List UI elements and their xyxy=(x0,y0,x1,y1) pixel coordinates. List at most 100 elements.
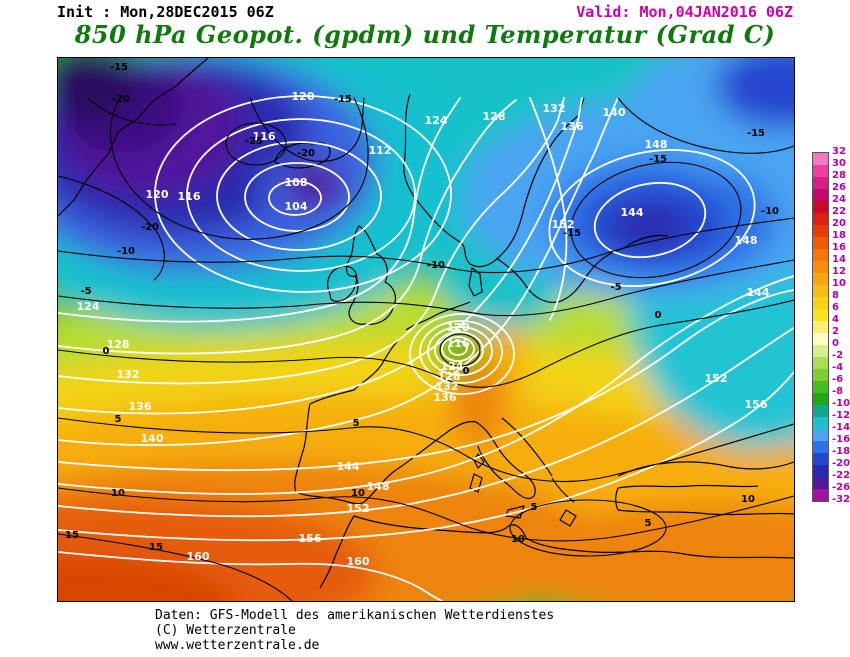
colorbar-label: 18 xyxy=(832,230,846,241)
colorbar-cell xyxy=(813,429,828,441)
weather-map-svg: 1041081121161201161201241241281281321321… xyxy=(58,58,794,601)
colorbar-cell xyxy=(813,261,828,273)
geopotential-contour-label: 132 xyxy=(117,368,140,381)
colorbar-cell xyxy=(813,201,828,213)
footer-data-source: Daten: GFS-Modell des amerikanischen Wet… xyxy=(155,608,555,623)
geopotential-contour-label: 136 xyxy=(434,391,457,404)
geopotential-contour-label: 120 xyxy=(447,321,470,334)
temperature-contour-label: 0 xyxy=(655,310,662,321)
colorbar: 32 30 28 26 24 22 20 18 16 14 12 10 8 6 4 2 0 -2 -4 -6 -8 -10… xyxy=(812,147,850,505)
colorbar-cell xyxy=(813,297,828,309)
colorbar-label: -6 xyxy=(832,374,844,385)
geopotential-contour-label: 144 xyxy=(621,206,644,219)
colorbar-cell xyxy=(813,393,828,405)
geopotential-contour-label: 152 xyxy=(705,372,728,385)
geopotential-contour-label: 104 xyxy=(285,200,308,213)
colorbar-label: 32 xyxy=(832,146,846,157)
colorbar-cell xyxy=(813,165,828,177)
temperature-contour-label: -10 xyxy=(427,260,445,271)
colorbar-label: -8 xyxy=(832,386,844,397)
temperature-contour-label: 10 xyxy=(511,534,525,545)
geopotential-contour-label: 144 xyxy=(747,286,770,299)
colorbar-cell xyxy=(813,441,828,453)
temperature-contour-label: 5 xyxy=(115,414,122,425)
temperature-contour-label: -15 xyxy=(334,94,352,105)
temperature-contour-label: -20 xyxy=(141,222,159,233)
geopotential-contour-label: 116 xyxy=(253,130,276,143)
geopotential-contour-label: 128 xyxy=(483,110,506,123)
coast-morocco xyxy=(319,515,355,589)
colorbar-cell xyxy=(813,417,828,429)
coast-baltic xyxy=(495,234,669,303)
temp-labels: -25 -20 -20 -20 -15 -15 -15 -15 -15 -10 -10 -10 -5 -5… xyxy=(65,62,779,553)
colorbar-label: -12 xyxy=(832,410,850,421)
temperature-contour-label: -5 xyxy=(610,282,621,293)
temperature-contour-label: 15 xyxy=(65,530,79,541)
colorbar-label: 14 xyxy=(832,254,846,265)
colorbar-label: -26 xyxy=(832,482,850,493)
colorbar-label: 28 xyxy=(832,170,846,181)
geopotential-contour-label: 136 xyxy=(561,120,584,133)
colorbar-cell xyxy=(813,465,828,477)
temperature-contour-label: 10 xyxy=(741,494,755,505)
coast-northsea xyxy=(405,301,471,331)
temperature-contour-label: 15 xyxy=(149,542,163,553)
geopotential-contour-label: 156 xyxy=(745,398,768,411)
temperature-contour-label: 0 xyxy=(103,346,110,357)
colorbar-cell xyxy=(813,357,828,369)
page-title: 850 hPa Geopot. (gpdm) und Temperatur (G… xyxy=(74,20,776,49)
temperature-contour-label: 5 xyxy=(531,502,538,513)
geopotential-contour-label: 124 xyxy=(77,300,100,313)
geopotential-contour-label: 108 xyxy=(285,176,308,189)
colorbar-cell xyxy=(813,405,828,417)
footer-copyright: (C) Wetterzentrale xyxy=(155,623,296,638)
colorbar-labels: 32 30 28 26 24 22 20 18 16 14 12 10 8 6 4 2 0 -2 -4 -6 -8 -10… xyxy=(832,147,850,512)
temperature-contour-label: -15 xyxy=(563,228,581,239)
temperature-contour-label: -15 xyxy=(110,62,128,73)
colorbar-label: 20 xyxy=(832,218,846,229)
temperature-contour-label: -10 xyxy=(761,206,779,217)
coast-italy xyxy=(475,421,536,500)
geopotential-contour-label: 136 xyxy=(129,400,152,413)
colorbar-label: -16 xyxy=(832,434,850,445)
footer-website: www.wetterzentrale.de xyxy=(155,638,320,653)
colorbar-cell xyxy=(813,345,828,357)
colorbar-label: 6 xyxy=(832,302,839,313)
colorbar-label: -22 xyxy=(832,470,850,481)
colorbar-cell xyxy=(813,369,828,381)
geopotential-contour-label: 132 xyxy=(543,102,566,115)
colorbar-cells xyxy=(812,152,829,502)
geopotential-contours xyxy=(58,95,794,601)
colorbar-label: 0 xyxy=(832,338,839,349)
temperature-contour-label: 10 xyxy=(351,488,365,499)
colorbar-cell xyxy=(813,321,828,333)
colorbar-cell xyxy=(813,333,828,345)
geopotential-contour-label: 152 xyxy=(552,218,575,231)
temperature-contour-label: -5 xyxy=(80,286,91,297)
coast-britain xyxy=(345,225,397,325)
colorbar-label: 16 xyxy=(832,242,846,253)
temperature-contour-label: -10 xyxy=(117,246,135,257)
valid-datetime: Valid: Mon,04JAN2016 06Z xyxy=(576,3,793,21)
colorbar-cell xyxy=(813,489,828,501)
coast-denmark xyxy=(468,267,483,297)
coast-adriatic xyxy=(501,417,553,477)
colorbar-cell xyxy=(813,309,828,321)
colorbar-label: 4 xyxy=(832,314,839,325)
geopotential-contour-label: 128 xyxy=(438,370,461,383)
colorbar-cell xyxy=(813,153,828,165)
geopotential-contour-label: 144 xyxy=(337,460,360,473)
temperature-field xyxy=(58,58,794,601)
colorbar-label: -2 xyxy=(832,350,844,361)
coast-greenland xyxy=(58,58,209,217)
geopotential-contour-label: 116 xyxy=(178,190,201,203)
colorbar-label: 24 xyxy=(832,194,846,205)
geopotential-contour-label: 140 xyxy=(603,106,626,119)
coast-ireland xyxy=(327,265,358,302)
temperature-contour-label: 10 xyxy=(111,488,125,499)
colorbar-label: -18 xyxy=(832,446,850,457)
colorbar-cell xyxy=(813,381,828,393)
colorbar-cell xyxy=(813,477,828,489)
colorbar-label: 30 xyxy=(832,158,846,169)
temperature-contour-label: -15 xyxy=(649,154,667,165)
